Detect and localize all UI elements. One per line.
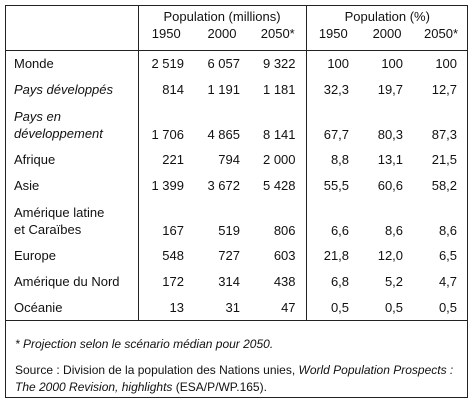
cell: 58,2 xyxy=(431,178,458,193)
cell: 6,6 xyxy=(305,198,361,243)
column-header: 2000 xyxy=(194,26,250,51)
table-row: Monde 2 519 6 057 9 322 100 100 100 xyxy=(6,50,468,77)
cell: 19,7 xyxy=(377,82,404,97)
group-header: Population (millions) xyxy=(137,6,307,26)
row-label: Asie xyxy=(14,178,40,193)
cell: 0,5 xyxy=(414,294,469,321)
column-header: 2000 xyxy=(360,26,415,51)
cell: 3 672 xyxy=(207,178,240,193)
group-header: Population (%) xyxy=(305,6,469,26)
cell: 100 xyxy=(435,56,458,72)
row-label: Océanie xyxy=(6,294,138,321)
cell: 814 xyxy=(137,76,194,103)
cell: 13 xyxy=(137,294,194,321)
cell: 2 000 xyxy=(262,152,296,167)
cell: 31 xyxy=(194,294,250,321)
cell: 21,8 xyxy=(305,242,361,269)
row-label: Amérique latine et Caraïbes xyxy=(14,204,105,237)
cell: 6,8 xyxy=(305,268,361,295)
cell: 13,1 xyxy=(377,152,404,167)
source-title: World Population Prospects : The 2000 Re… xyxy=(15,363,454,394)
cell: 47 xyxy=(250,294,307,321)
table-frame: Population (millions) Population (%) 195… xyxy=(5,5,469,398)
row-label: Pays en développement xyxy=(14,108,103,141)
cell: 12,7 xyxy=(431,82,458,97)
cell: 87,3 xyxy=(431,126,458,142)
column-header: 1950 xyxy=(305,26,361,51)
row-label: Pays développés xyxy=(14,82,114,97)
row-label: Afrique xyxy=(14,152,56,167)
cell: 727 xyxy=(218,248,240,263)
cell: 4,7 xyxy=(438,274,458,289)
row-label: Europe xyxy=(14,248,56,263)
population-table: Population (millions) Population (%) 195… xyxy=(6,6,469,321)
footnote: * Projection selon le scénario médian po… xyxy=(15,337,274,351)
cell: 4 865 xyxy=(207,126,240,142)
cell: 603 xyxy=(273,248,296,263)
corner xyxy=(6,26,138,51)
cell: 80,3 xyxy=(377,126,404,142)
cell: 2 519 xyxy=(137,50,194,77)
cell: 172 xyxy=(137,268,194,295)
source-text: (ESA/P/WP.165). xyxy=(172,380,267,394)
cell: 6,5 xyxy=(438,248,458,263)
table-row: Pays en développement 1 706 4 865 8 141 67,7… xyxy=(6,102,468,147)
cell: 100 xyxy=(305,50,361,77)
table-row: Océanie 13 31 47 0,5 0,5 0,5 xyxy=(6,294,469,321)
cell: 314 xyxy=(218,274,240,289)
cell: 1 181 xyxy=(262,82,296,97)
cell: 6 057 xyxy=(207,56,240,72)
cell: 519 xyxy=(218,222,240,238)
row-label: Monde xyxy=(14,56,54,72)
table-row: Amérique latine et Caraïbes 167 519 806 6,6 8… xyxy=(6,198,468,243)
cell: 548 xyxy=(137,242,194,269)
cell: 0,5 xyxy=(360,294,415,321)
cell: 100 xyxy=(381,56,404,72)
cell: 5,2 xyxy=(384,274,404,289)
table-row: Asie 1 399 3 672 5 428 55,5 60,6 58,2 xyxy=(6,172,468,199)
cell: 221 xyxy=(137,146,194,173)
cell: 1 399 xyxy=(137,172,194,199)
cell: 8,6 xyxy=(384,222,404,238)
cell: 167 xyxy=(137,198,194,243)
row-label: Amérique du Nord xyxy=(14,274,120,289)
cell: 12,0 xyxy=(377,248,404,263)
cell: 8,8 xyxy=(305,146,361,173)
corner xyxy=(6,6,138,26)
cell: 8 141 xyxy=(262,126,296,142)
cell: 21,5 xyxy=(431,152,458,167)
column-header: 2050* xyxy=(250,26,307,51)
table-row: Amérique du Nord 172 314 438 6,8 5,2 4,7 xyxy=(6,268,468,295)
table-row: Pays développés 814 1 191 1 181 32,3 19,7 12,7 xyxy=(6,76,468,103)
source-text: Source : Division de la population des N… xyxy=(15,363,299,377)
cell: 67,7 xyxy=(305,102,361,147)
column-header: 1950 xyxy=(137,26,194,51)
cell: 60,6 xyxy=(377,178,404,193)
cell: 5 428 xyxy=(262,178,296,193)
source: Source : Division de la population des N… xyxy=(15,362,455,396)
cell: 8,6 xyxy=(438,222,458,238)
column-header: 2050* xyxy=(414,26,469,51)
cell: 794 xyxy=(218,152,240,167)
cell: 9 322 xyxy=(262,56,296,72)
cell: 438 xyxy=(273,274,296,289)
table-row: Afrique 221 794 2 000 8,8 13,1 21,5 xyxy=(6,146,468,173)
cell: 55,5 xyxy=(305,172,361,199)
cell: 1 706 xyxy=(137,102,194,147)
cell: 32,3 xyxy=(305,76,361,103)
cell: 1 191 xyxy=(207,82,240,97)
table-row: Europe 548 727 603 21,8 12,0 6,5 xyxy=(6,242,468,269)
cell: 0,5 xyxy=(305,294,361,321)
cell: 806 xyxy=(273,222,296,238)
